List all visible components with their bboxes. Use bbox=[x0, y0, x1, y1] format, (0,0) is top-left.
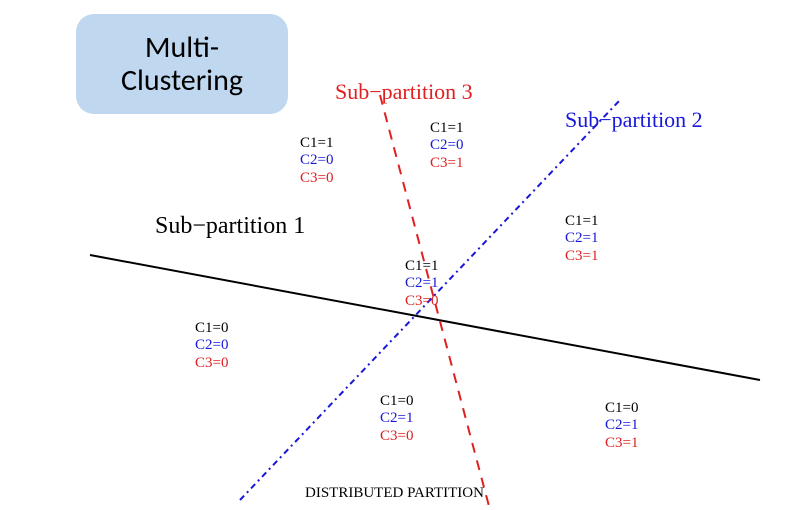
region-c3: C3=0 bbox=[380, 428, 413, 445]
region-c3: C3=0 bbox=[405, 293, 438, 310]
region-c3: C3=1 bbox=[605, 435, 638, 452]
region-c1: C1=0 bbox=[380, 393, 413, 410]
region-c2: C2=1 bbox=[605, 417, 638, 434]
region-c2: C2=1 bbox=[380, 410, 413, 427]
region-label-3: C1=1C2=1C3=0 bbox=[405, 258, 438, 310]
region-c2: C2=1 bbox=[565, 230, 598, 247]
region-label-2: C1=1C2=1C3=1 bbox=[565, 213, 598, 265]
region-label-4: C1=0C2=0C3=0 bbox=[195, 320, 228, 372]
label-sub-partition-1: Sub−partition 1 bbox=[155, 213, 305, 240]
region-c1: C1=0 bbox=[605, 400, 638, 417]
region-c2: C2=0 bbox=[300, 152, 333, 169]
region-c3: C3=1 bbox=[430, 155, 463, 172]
region-c1: C1=1 bbox=[405, 258, 438, 275]
region-c3: C3=0 bbox=[300, 170, 333, 187]
region-c1: C1=1 bbox=[300, 135, 333, 152]
label-sub-partition-3: Sub−partition 3 bbox=[335, 79, 473, 105]
region-c2: C2=0 bbox=[430, 137, 463, 154]
region-label-1: C1=1C2=0C3=1 bbox=[430, 120, 463, 172]
region-label-6: C1=0C2=1C3=1 bbox=[605, 400, 638, 452]
region-c2: C2=0 bbox=[195, 337, 228, 354]
label-distributed-partition: DISTRIBUTED PARTITION bbox=[305, 485, 484, 502]
region-c1: C1=0 bbox=[195, 320, 228, 337]
region-c1: C1=1 bbox=[430, 120, 463, 137]
region-label-0: C1=1C2=0C3=0 bbox=[300, 135, 333, 187]
region-c2: C2=1 bbox=[405, 275, 438, 292]
region-label-5: C1=0C2=1C3=0 bbox=[380, 393, 413, 445]
region-c3: C3=0 bbox=[195, 355, 228, 372]
label-sub-partition-2: Sub−partition 2 bbox=[565, 107, 703, 133]
region-c3: C3=1 bbox=[565, 248, 598, 265]
region-c1: C1=1 bbox=[565, 213, 598, 230]
